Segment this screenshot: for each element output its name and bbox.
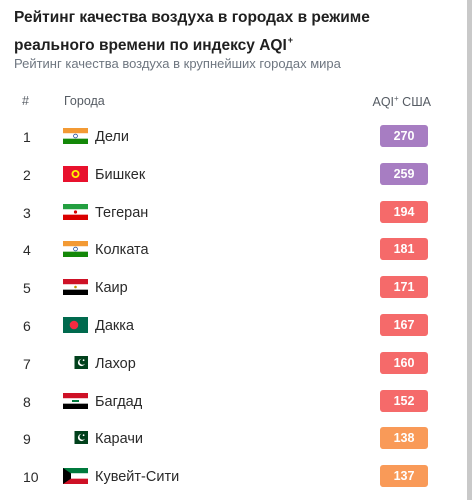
row-rank: 7 (23, 355, 31, 372)
row-rank: 8 (23, 393, 31, 410)
aqi-badge: 194 (380, 200, 428, 223)
ranking-row[interactable]: 2 Бишкек 259 (0, 156, 472, 194)
row-rank: 6 (23, 317, 31, 334)
india-flag-icon (63, 128, 88, 144)
pakistan-flag-icon (70, 431, 88, 445)
ranking-row[interactable]: 8 Багдад 152 (0, 383, 472, 421)
column-header-aqi: AQI+ США (372, 94, 431, 109)
aqi-badge: 138 (380, 427, 428, 450)
ranking-row[interactable]: 9 Карачи 138 (0, 420, 472, 458)
ranking-row[interactable]: 1 Дели 270 (0, 118, 472, 156)
row-rank: 9 (23, 431, 31, 448)
column-header-aqi-sup: + (394, 94, 399, 103)
row-rank: 2 (23, 166, 31, 183)
aqi-badge: 171 (380, 276, 428, 299)
page-title: Рейтинг качества воздуха в городах в реж… (14, 6, 454, 57)
aqi-badge: 181 (380, 238, 428, 261)
india-flag-icon (63, 241, 88, 258)
ranking-row[interactable]: 7 Лахор 160 (0, 345, 472, 383)
row-city[interactable]: Багдад (95, 393, 143, 410)
aqi-badge: 152 (380, 389, 428, 412)
iran-flag-icon (63, 203, 88, 220)
row-city[interactable]: Дели (95, 129, 129, 145)
bangladesh-flag-icon (63, 316, 88, 333)
row-city[interactable]: Карачи (95, 431, 143, 448)
row-city[interactable]: Колката (95, 242, 149, 259)
row-city[interactable]: Кувейт-Сити (95, 469, 180, 486)
aqi-badge: 259 (380, 162, 428, 185)
egypt-flag-icon (63, 279, 88, 296)
ranking-row[interactable]: 6 Дакка 167 (0, 307, 472, 345)
row-rank: 3 (23, 204, 31, 221)
column-header-aqi-suffix: США (398, 95, 431, 109)
row-rank: 4 (23, 242, 31, 259)
page-title-text: Рейтинг качества воздуха в городах в реж… (14, 9, 370, 54)
page-title-sup: + (287, 35, 294, 45)
row-city[interactable]: Бишкек (95, 166, 146, 183)
row-rank: 1 (23, 129, 31, 145)
ranking-row[interactable]: 5 Каир 171 (0, 269, 472, 307)
kyrgyzstan-flag-icon (63, 165, 88, 182)
row-city[interactable]: Тегеран (95, 204, 149, 221)
aqi-badge: 160 (380, 351, 428, 374)
row-rank: 10 (23, 469, 39, 486)
column-header-rank: # (22, 94, 29, 108)
aqi-badge: 137 (380, 465, 428, 488)
page-subtitle: Рейтинг качества воздуха в крупнейших го… (14, 56, 341, 71)
row-city[interactable]: Дакка (95, 317, 134, 334)
ranking-row[interactable]: 3 Тегеран 194 (0, 194, 472, 232)
aqi-badge: 167 (380, 313, 428, 336)
column-header-aqi-label: AQI (372, 95, 395, 109)
row-city[interactable]: Лахор (95, 355, 136, 372)
kuwait-flag-icon (63, 468, 88, 485)
ranking-row[interactable]: 10 Кувейт-Сити 137 (0, 458, 472, 496)
ranking-row[interactable]: 4 Колката 181 (0, 231, 472, 269)
row-rank: 5 (23, 280, 31, 297)
window-edge (467, 0, 472, 500)
column-header-city: Города (64, 94, 105, 108)
iraq-flag-icon (63, 392, 88, 409)
aqi-badge: 270 (380, 125, 428, 147)
row-city[interactable]: Каир (95, 280, 128, 297)
ranking-list: 1 Дели 270 2 Бишкек 259 3 Тегеран 194 4 … (0, 118, 472, 496)
pakistan-flag-icon (70, 355, 88, 369)
